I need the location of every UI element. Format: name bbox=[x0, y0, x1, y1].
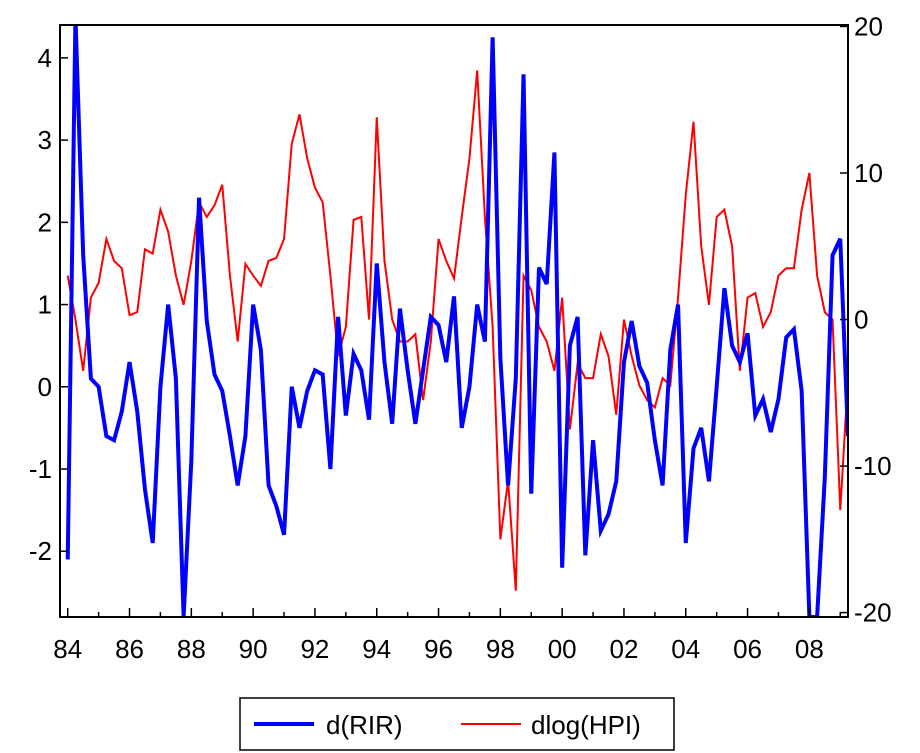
x-tick-label: 96 bbox=[424, 634, 453, 664]
x-tick-label: 94 bbox=[362, 634, 391, 664]
series-line-d-rir bbox=[65, 25, 848, 617]
left-y-tick-label: 3 bbox=[38, 125, 52, 155]
right-y-tick-label: 20 bbox=[854, 11, 883, 41]
legend-label-dlog-hpi: dlog(HPI) bbox=[531, 710, 641, 740]
x-tick-label: 98 bbox=[486, 634, 515, 664]
left-y-tick-label: -1 bbox=[29, 454, 52, 484]
x-tick-label: 92 bbox=[300, 634, 329, 664]
x-tick-label: 02 bbox=[609, 634, 638, 664]
right-y-tick-label: -10 bbox=[854, 451, 892, 481]
x-tick-label: 84 bbox=[53, 634, 82, 664]
plot-area-frame bbox=[59, 24, 849, 618]
left-y-tick-label: 2 bbox=[38, 207, 52, 237]
x-tick-label: 00 bbox=[548, 634, 577, 664]
x-tick-label: 88 bbox=[177, 634, 206, 664]
x-tick-label: 90 bbox=[239, 634, 268, 664]
left-y-tick-label: 4 bbox=[38, 43, 52, 73]
legend-label-d-rir: d(RIR) bbox=[326, 710, 403, 740]
right-y-tick-label: 10 bbox=[854, 158, 883, 188]
x-tick-label: 86 bbox=[115, 634, 144, 664]
x-tick-label: 04 bbox=[671, 634, 700, 664]
x-tick-label: 08 bbox=[795, 634, 824, 664]
right-y-tick-label: -20 bbox=[854, 598, 892, 628]
x-tick-label: 06 bbox=[733, 634, 762, 664]
left-y-tick-label: 1 bbox=[38, 290, 52, 320]
legend: d(RIR) dlog(HPI) bbox=[239, 697, 675, 751]
right-y-tick-label: 0 bbox=[854, 305, 868, 335]
left-y-tick-label: 0 bbox=[38, 372, 52, 402]
series-layer bbox=[65, 25, 848, 617]
left-y-tick-label: -2 bbox=[29, 536, 52, 566]
